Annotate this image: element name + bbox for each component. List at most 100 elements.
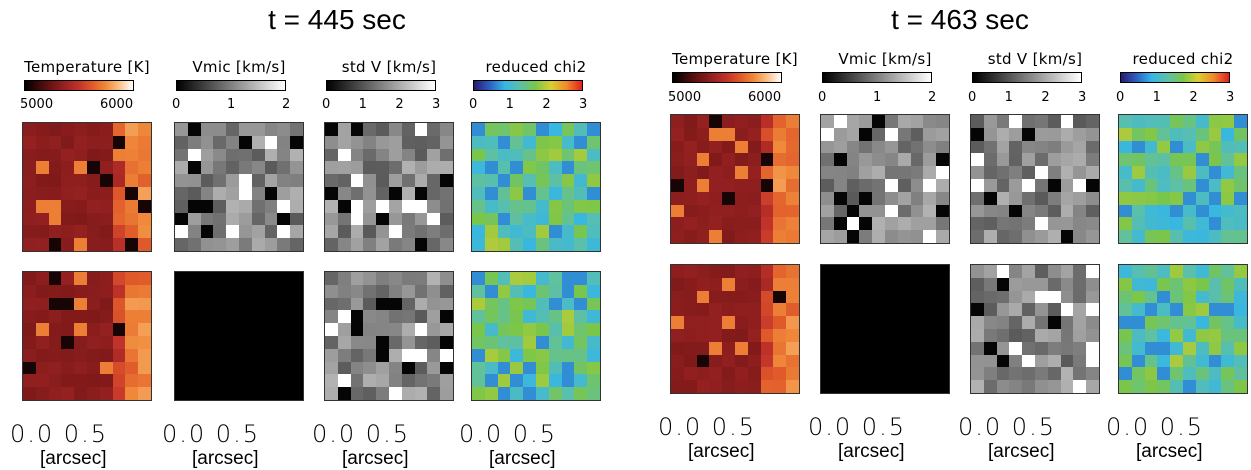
heatmap-cell: [1009, 341, 1023, 355]
heatmap-cell: [1183, 341, 1196, 355]
heatmap-cell: [983, 166, 997, 179]
heatmap-cell: [722, 277, 735, 291]
heatmap-cell: [87, 225, 100, 239]
heatmap-cell: [213, 387, 227, 400]
heatmap-cell: [872, 179, 885, 192]
heatmap-cell: [936, 204, 949, 218]
heatmap-cell: [773, 290, 787, 304]
heatmap-cell: [290, 374, 303, 388]
heatmap-cell: [23, 135, 36, 149]
heatmap-cell: [290, 148, 303, 162]
heatmap-cell: [325, 323, 338, 336]
heatmap-cell: [996, 217, 1010, 231]
heatmap-cell: [389, 123, 402, 136]
heatmap-cell: [61, 272, 75, 285]
heatmap-cell: [1047, 153, 1061, 167]
heatmap-cell: [87, 361, 100, 375]
heatmap-cell: [696, 367, 710, 381]
heatmap-cell: [872, 277, 885, 291]
heatmap-cell: [872, 140, 885, 154]
heatmap-cell: [821, 277, 834, 291]
heatmap-cell: [187, 199, 201, 213]
heatmap-cell: [264, 238, 278, 251]
heatmap-cell: [846, 217, 860, 231]
heatmap-cell: [587, 174, 600, 187]
heatmap-cell: [376, 336, 389, 349]
heatmap-cell: [523, 361, 536, 375]
heatmap-cell: [325, 387, 338, 400]
heatmap-cell: [773, 179, 787, 192]
heatmap-cell: [821, 329, 834, 342]
heatmap-cell: [264, 284, 278, 298]
heatmap-cell: [99, 374, 113, 388]
heatmap-cell: [1035, 153, 1048, 167]
heatmap-cell: [1131, 217, 1145, 231]
heatmap-cell: [48, 238, 62, 251]
heatmap-cell: [484, 199, 498, 213]
heatmap-cell: [885, 140, 898, 154]
heatmap-cell: [1170, 329, 1183, 342]
heatmap-cell: [510, 187, 524, 200]
heatmap-cell: [523, 284, 536, 298]
heatmap-cell: [290, 348, 303, 362]
heatmap-cell: [138, 212, 151, 226]
heatmap-std-v-km-s-row-1: [970, 114, 1100, 244]
heatmap-cell: [996, 316, 1010, 329]
heatmap-cell: [239, 374, 252, 388]
heatmap-cell: [1144, 265, 1158, 278]
heatmap-cell: [1131, 354, 1145, 368]
heatmap-cell: [936, 230, 949, 243]
heatmap-cell: [1195, 166, 1209, 179]
heatmap-cell: [1157, 303, 1171, 317]
heatmap-cell: [290, 135, 303, 149]
heatmap-cell: [376, 161, 389, 175]
heatmap-cell: [1157, 153, 1171, 167]
heatmap-cell: [1157, 230, 1171, 243]
heatmap-cell: [561, 174, 575, 187]
heatmap-cell: [561, 199, 575, 213]
heatmap-cell: [337, 336, 351, 349]
heatmap-cell: [1131, 277, 1145, 291]
heatmap-cell: [239, 387, 252, 400]
heatmap-cell: [337, 323, 351, 336]
heatmap-cell: [74, 297, 87, 311]
heatmap-cell: [510, 336, 524, 349]
heatmap-cell: [523, 336, 536, 349]
heatmap-cell: [125, 297, 139, 311]
heatmap-cell: [175, 374, 188, 388]
heatmap-cell: [484, 297, 498, 311]
heatmap-cell: [1022, 380, 1035, 393]
heatmap-cell: [696, 277, 710, 291]
heatmap-cell: [786, 354, 799, 368]
heatmap-cell: [523, 212, 536, 226]
heatmap-cell: [923, 265, 937, 278]
heatmap-cell: [99, 123, 113, 136]
heatmap-cell: [971, 127, 984, 141]
heatmap-cell: [1208, 329, 1222, 342]
heatmap-cell: [401, 161, 415, 175]
heatmap-cell: [536, 135, 549, 149]
heatmap-cell: [414, 123, 428, 136]
heatmap-cell: [87, 323, 100, 336]
heatmap-cell: [786, 341, 799, 355]
heatmap-cell: [735, 316, 748, 329]
heatmap-cell: [125, 348, 139, 362]
heatmap-cell: [125, 387, 139, 400]
heatmap-cell: [251, 135, 265, 149]
heatmap-cell: [277, 161, 291, 175]
heatmap-cell: [1234, 230, 1247, 243]
heatmap-cell: [548, 148, 562, 162]
heatmap-cell: [821, 354, 834, 368]
heatmap-cell: [1234, 354, 1247, 368]
heatmap-cell: [200, 272, 214, 285]
heatmap-cell: [401, 187, 415, 200]
heatmap-cell: [983, 115, 997, 128]
heatmap-cell: [510, 135, 524, 149]
heatmap-cell: [389, 284, 402, 298]
heatmap-cell: [548, 272, 562, 285]
heatmap-cell: [187, 361, 201, 375]
heatmap-cell: [87, 374, 100, 388]
heatmap-cell: [574, 323, 588, 336]
heatmap-cell: [786, 303, 799, 317]
heatmap-cell: [885, 316, 898, 329]
